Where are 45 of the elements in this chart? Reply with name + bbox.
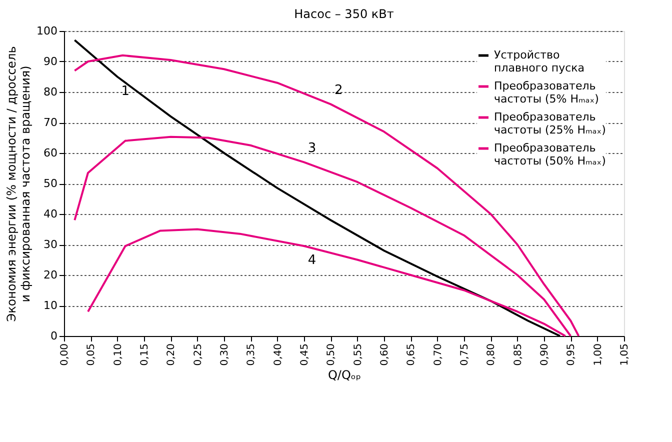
x-tick-label: 0,30 xyxy=(220,344,230,366)
x-tick-label: 0,55 xyxy=(352,344,364,366)
x-tick-label: 0,95 xyxy=(566,344,578,366)
x-tick-label: 0,20 xyxy=(166,344,178,366)
x-tick-label: 0,65 xyxy=(406,344,418,366)
y-tick-label: 60 xyxy=(44,146,58,160)
y-tick-label: 20 xyxy=(44,268,58,282)
x-tick-label: 0,25 xyxy=(192,344,204,366)
x-tick-label: 1,00 xyxy=(592,344,604,366)
x-tick-label: 0,85 xyxy=(512,344,524,366)
y-axis-title: Экономия энергии (% мощности / дроссель и фиксированная частота вращения) xyxy=(4,46,33,322)
line-series xyxy=(87,228,566,337)
y-tick-label: 40 xyxy=(44,208,58,220)
x-tick-label: 0,50 xyxy=(326,344,338,366)
x-tick-label: 0,40 xyxy=(272,344,284,366)
y-tick-label: 80 xyxy=(44,86,58,98)
annotation: 2 xyxy=(334,83,343,98)
x-tick-label: 0,00 xyxy=(60,344,70,366)
y-tick-label: 50 xyxy=(44,177,58,190)
legend-label: Преобразователь частоты (25% Hₘₐₓ) xyxy=(494,110,606,136)
x-tick-label: 0,15 xyxy=(140,344,150,366)
legend-label: Преобразователь частоты (5% Hₘₐₓ) xyxy=(494,80,599,106)
x-tick-label: 0,35 xyxy=(246,344,258,366)
legend-label: Преобразователь частоты (50% Hₘₐₓ) xyxy=(494,142,606,168)
y-tick-label: 0 xyxy=(50,330,58,342)
x-tick-label: 0,80 xyxy=(486,344,498,366)
y-tick-label: 100 xyxy=(36,24,58,38)
y-tick-label: 70 xyxy=(44,116,58,129)
annotation: 1 xyxy=(121,84,130,99)
y-tick-label: 30 xyxy=(44,238,58,251)
y-tick-label: 10 xyxy=(44,299,58,312)
annotation: 3 xyxy=(308,141,316,156)
x-tick-label: 1,05 xyxy=(620,344,630,366)
x-tick-label: 0,70 xyxy=(432,344,444,366)
y-tick-label: 90 xyxy=(44,55,58,68)
x-tick-label: 0,60 xyxy=(380,344,390,366)
x-axis-title: Q/Qₒₚ xyxy=(328,368,362,382)
x-tick-label: 0,75 xyxy=(460,344,470,366)
x-tick-label: 0,05 xyxy=(86,344,98,366)
x-tick-label: 0,10 xyxy=(112,344,124,366)
x-tick-label: 0,45 xyxy=(300,344,310,366)
x-tick-label: 0,90 xyxy=(540,344,550,366)
legend-label: Устройство плавного пуска xyxy=(494,48,585,74)
annotation: 4 xyxy=(308,253,316,268)
chart-title: Насос – 350 кВт xyxy=(294,7,394,21)
